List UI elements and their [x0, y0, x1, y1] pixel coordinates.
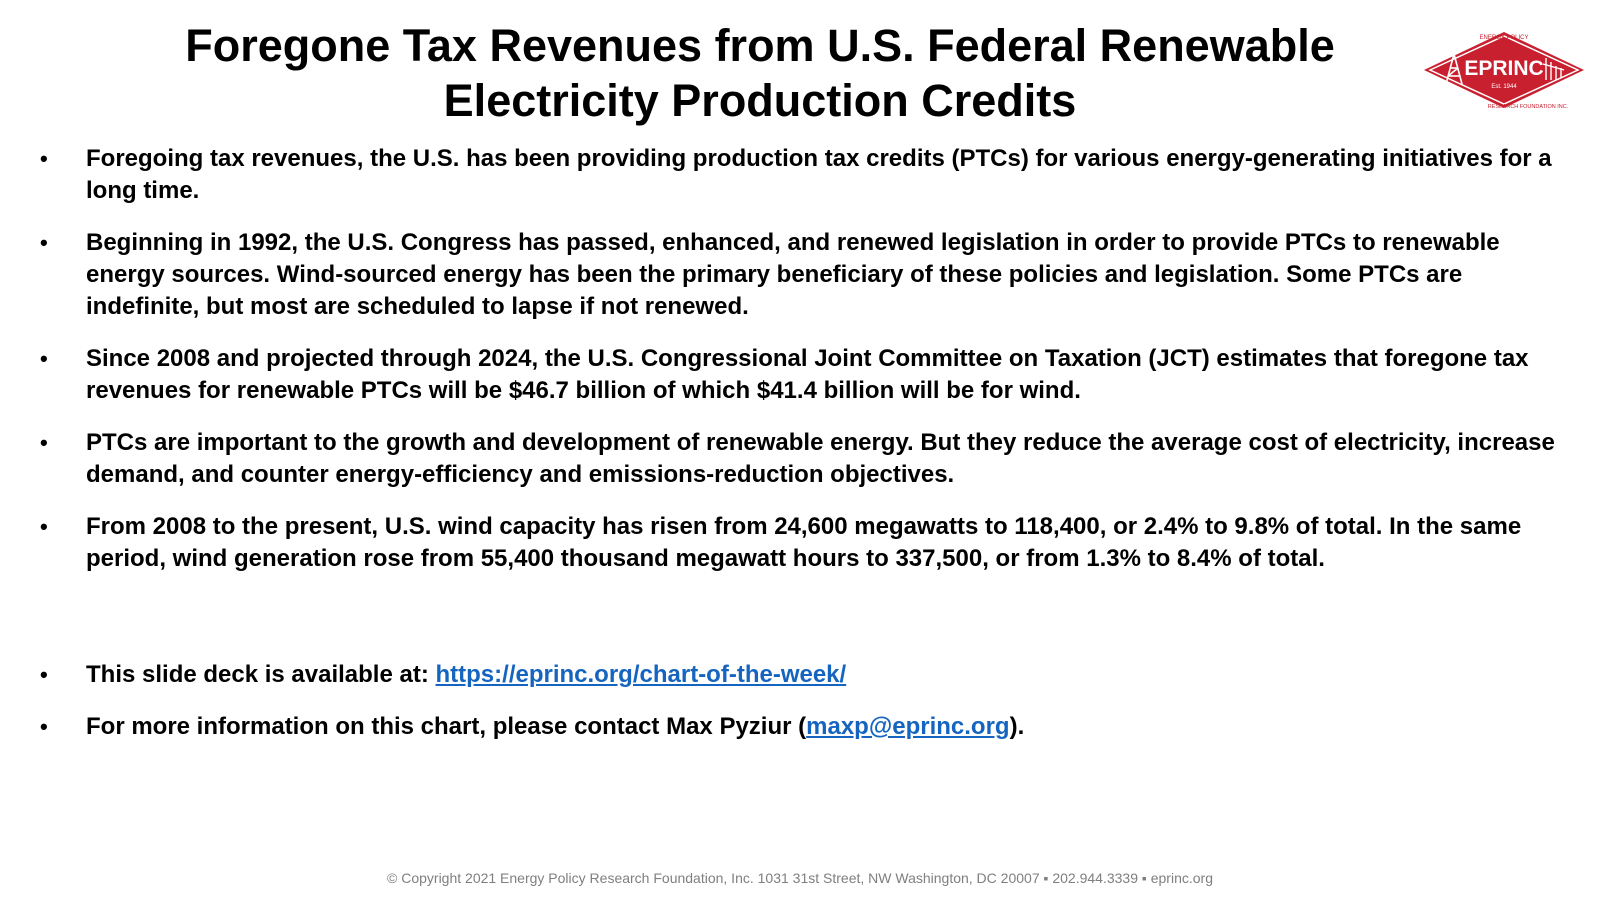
- bullet-icon: •: [40, 146, 48, 171]
- deck-link[interactable]: https://eprinc.org/chart-of-the-week/: [435, 661, 847, 688]
- logo-established: Est. 1944: [1491, 84, 1517, 90]
- contact-suffix: ).: [1009, 713, 1025, 740]
- bullet-icon: •: [40, 230, 48, 255]
- bullet-text: From 2008 to the present, U.S. wind capa…: [86, 513, 1522, 572]
- deck-text: This slide deck is available at:: [86, 661, 436, 688]
- slide-title-line-2: Electricity Production Credits: [443, 75, 1077, 126]
- bullet-icon: •: [40, 514, 48, 539]
- contact-text: For more information on this chart, plea…: [86, 713, 807, 740]
- bullet-icon: •: [40, 662, 48, 687]
- contact-email-link[interactable]: maxp@eprinc.org: [806, 713, 1010, 740]
- bullet-text: PTCs are important to the growth and dev…: [86, 429, 1555, 488]
- bullet-icon: •: [40, 714, 48, 739]
- eprinc-logo-mark: EPRINC Est. 1944 ENERGY POLICY RESEARCH …: [1424, 32, 1584, 110]
- bullet-item-deck: • This slide deck is available at: https…: [40, 659, 1570, 691]
- bullet-list: • Foregoing tax revenues, the U.S. has b…: [40, 143, 1570, 763]
- slide-title-line-1: Foregone Tax Revenues from U.S. Federal …: [185, 20, 1335, 71]
- bullet-item-contact: • For more information on this chart, pl…: [40, 711, 1570, 743]
- eprinc-logo: EPRINC Est. 1944 ENERGY POLICY RESEARCH …: [1420, 28, 1588, 112]
- bullet-text: Foregoing tax revenues, the U.S. has bee…: [86, 145, 1552, 204]
- bullet-text: Beginning in 1992, the U.S. Congress has…: [86, 229, 1500, 320]
- logo-arc-top: ENERGY POLICY: [1480, 35, 1529, 41]
- bullet-icon: •: [40, 430, 48, 455]
- logo-arc-bottom: RESEARCH FOUNDATION INC.: [1488, 104, 1569, 110]
- slide-title: Foregone Tax Revenues from U.S. Federal …: [110, 18, 1410, 128]
- bullet-item: • From 2008 to the present, U.S. wind ca…: [40, 511, 1570, 575]
- bullet-item: • Foregoing tax revenues, the U.S. has b…: [40, 143, 1570, 207]
- bullet-icon: •: [40, 346, 48, 371]
- bullet-item: • Since 2008 and projected through 2024,…: [40, 343, 1570, 407]
- bullet-text: Since 2008 and projected through 2024, t…: [86, 345, 1529, 404]
- bullet-item: • Beginning in 1992, the U.S. Congress h…: [40, 227, 1570, 323]
- copyright-footer: © Copyright 2021 Energy Policy Research …: [387, 870, 1213, 886]
- logo-wordmark: EPRINC: [1464, 57, 1543, 80]
- bullet-item: • PTCs are important to the growth and d…: [40, 427, 1570, 491]
